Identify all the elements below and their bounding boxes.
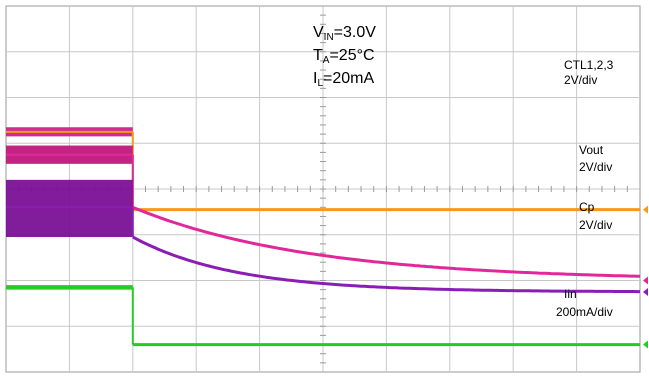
trace-band-cp [6, 179, 133, 238]
waveform-traces [6, 127, 648, 349]
channel-labels: CTL1,2,3 2V/div Vout 2V/div Cp 2V/div Ii… [556, 58, 614, 319]
channel-scale-cp: 2V/div [579, 218, 612, 232]
channel-label-vout: Vout [579, 143, 604, 157]
channel-label-iin: Iin [564, 287, 577, 301]
channel-marker-cp [643, 287, 648, 296]
channel-marker-vout [643, 276, 648, 285]
trace-vout [132, 205, 641, 278]
channel-marker-iin [643, 340, 648, 349]
channel-label-cp: Cp [579, 200, 595, 214]
test-conditions: VIN=3.0V TA=25°C IL=20mA [313, 24, 376, 89]
condition-vin: VIN=3.0V [313, 24, 376, 43]
condition-ta: TA=25°C [313, 47, 375, 66]
channel-scale-vout: 2V/div [579, 160, 612, 174]
trace-cp [132, 235, 640, 294]
channel-label-ctl: CTL1,2,3 [564, 58, 614, 72]
channel-marker-ctl [643, 205, 648, 214]
channel-scale-ctl: 2V/div [564, 73, 597, 87]
condition-il: IL=20mA [313, 70, 374, 89]
channel-scale-iin: 200mA/div [556, 305, 613, 319]
